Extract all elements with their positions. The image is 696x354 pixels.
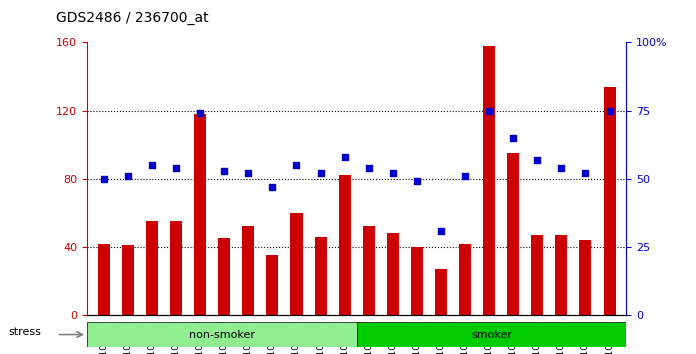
- Bar: [459, 244, 471, 315]
- Point: [243, 171, 254, 176]
- Point: [195, 110, 206, 116]
- Bar: [363, 227, 374, 315]
- Point: [122, 173, 134, 179]
- Point: [580, 171, 591, 176]
- Bar: [580, 240, 592, 315]
- Point: [411, 179, 422, 184]
- Point: [146, 162, 157, 168]
- Bar: [122, 245, 134, 315]
- FancyBboxPatch shape: [356, 322, 626, 347]
- Text: GDS2486 / 236700_at: GDS2486 / 236700_at: [56, 11, 208, 25]
- Bar: [555, 235, 567, 315]
- Bar: [315, 237, 326, 315]
- Point: [291, 162, 302, 168]
- Bar: [411, 247, 423, 315]
- Point: [98, 176, 109, 182]
- Point: [387, 171, 398, 176]
- Point: [556, 165, 567, 171]
- Bar: [219, 238, 230, 315]
- FancyBboxPatch shape: [87, 322, 356, 347]
- Point: [507, 135, 519, 141]
- Bar: [242, 227, 254, 315]
- Bar: [531, 235, 544, 315]
- Point: [219, 168, 230, 173]
- Point: [532, 157, 543, 162]
- Bar: [146, 221, 158, 315]
- Bar: [387, 233, 399, 315]
- Point: [315, 171, 326, 176]
- Bar: [267, 256, 278, 315]
- Bar: [435, 269, 447, 315]
- Point: [484, 108, 495, 113]
- Bar: [170, 221, 182, 315]
- Bar: [507, 153, 519, 315]
- Bar: [603, 87, 615, 315]
- Text: non-smoker: non-smoker: [189, 330, 255, 339]
- Point: [339, 154, 350, 160]
- Point: [436, 228, 447, 233]
- Bar: [194, 114, 206, 315]
- Point: [604, 108, 615, 113]
- Point: [459, 173, 470, 179]
- Point: [171, 165, 182, 171]
- Bar: [290, 213, 303, 315]
- Point: [363, 165, 374, 171]
- Bar: [339, 175, 351, 315]
- Text: stress: stress: [8, 327, 42, 337]
- Text: smoker: smoker: [471, 330, 512, 339]
- Bar: [483, 46, 495, 315]
- Bar: [98, 244, 110, 315]
- Point: [267, 184, 278, 190]
